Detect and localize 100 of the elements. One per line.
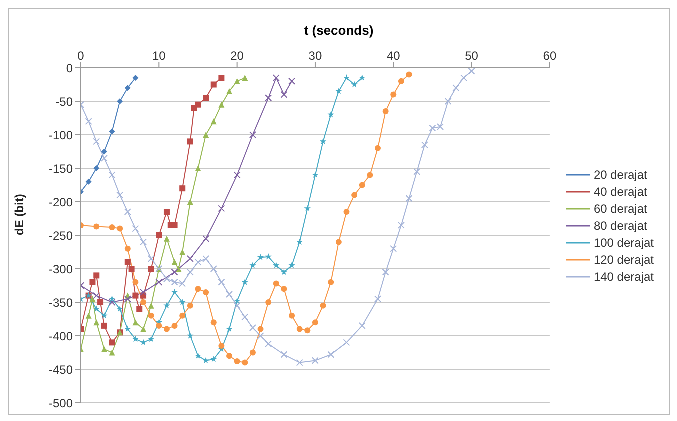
point (202, 255, 210, 262)
point (124, 326, 132, 332)
point (328, 111, 334, 118)
point (304, 328, 311, 334)
point (194, 352, 202, 359)
point (242, 314, 249, 321)
point (148, 336, 155, 342)
point (148, 255, 155, 262)
point (86, 178, 92, 185)
point (359, 182, 366, 188)
point (108, 299, 116, 306)
point (320, 302, 326, 309)
point (218, 75, 225, 82)
point (187, 199, 194, 205)
point (281, 286, 288, 292)
point (203, 289, 210, 296)
point (280, 91, 288, 98)
point (186, 255, 194, 262)
point (132, 225, 140, 232)
point (156, 232, 162, 238)
point (390, 92, 397, 98)
point (266, 300, 272, 306)
point (187, 332, 194, 339)
point (187, 138, 194, 145)
point (140, 288, 148, 296)
point (421, 142, 428, 149)
point (136, 306, 143, 312)
y-tick-label: -50 (56, 94, 74, 109)
point (312, 320, 318, 326)
point (250, 262, 256, 268)
legend-label: 40 derajat (594, 184, 648, 198)
point (156, 278, 163, 286)
point (98, 300, 104, 306)
point (101, 322, 108, 329)
point (109, 350, 116, 356)
point (218, 343, 225, 350)
y-tick-label: -150 (48, 162, 74, 176)
point (257, 332, 264, 340)
point (140, 238, 148, 246)
point (226, 353, 232, 360)
point (358, 322, 366, 330)
point (124, 208, 132, 216)
point (171, 268, 178, 276)
point (273, 280, 280, 287)
y-tick-label: -450 (48, 362, 74, 377)
point (132, 320, 139, 326)
point (218, 102, 225, 108)
point (86, 312, 92, 319)
point (226, 88, 232, 94)
point (460, 74, 468, 82)
point (398, 222, 405, 229)
point (194, 258, 202, 266)
y-tick-label: -250 (48, 228, 74, 243)
y-tick-label: -400 (48, 329, 74, 344)
point (164, 209, 170, 216)
point (180, 186, 186, 192)
y-axis-title: dE (bit) (12, 194, 26, 236)
point (444, 98, 452, 105)
point (128, 266, 135, 272)
point (312, 357, 319, 364)
point (296, 326, 303, 332)
point (140, 326, 147, 332)
point (94, 224, 100, 230)
point (343, 339, 350, 346)
point (210, 266, 218, 272)
point (179, 299, 186, 306)
point (172, 322, 178, 329)
point (195, 286, 202, 292)
point (257, 254, 264, 260)
point (116, 306, 124, 312)
point (164, 326, 170, 332)
point (406, 72, 412, 78)
point (202, 235, 210, 242)
point (320, 138, 327, 145)
point (390, 245, 398, 252)
point (367, 172, 374, 178)
y-tick-label: -350 (48, 296, 74, 310)
point (90, 296, 96, 302)
point (186, 268, 194, 276)
point (312, 172, 319, 178)
point (148, 266, 154, 272)
point (148, 302, 154, 309)
point (273, 262, 280, 268)
y-tick-label: 0 (66, 61, 74, 76)
point (132, 279, 139, 286)
legend-label: 140 derajat (594, 270, 654, 284)
point (164, 236, 170, 242)
point (124, 296, 132, 303)
chart-title: t (seconds) (303, 23, 375, 38)
point (374, 296, 382, 303)
point (164, 302, 170, 309)
point (242, 360, 248, 366)
x-tick-label: 0 (78, 49, 85, 63)
point (180, 312, 186, 319)
point (172, 259, 178, 266)
point (288, 262, 296, 268)
point (109, 340, 116, 346)
point (280, 351, 288, 358)
point (202, 357, 210, 364)
point (249, 324, 256, 332)
